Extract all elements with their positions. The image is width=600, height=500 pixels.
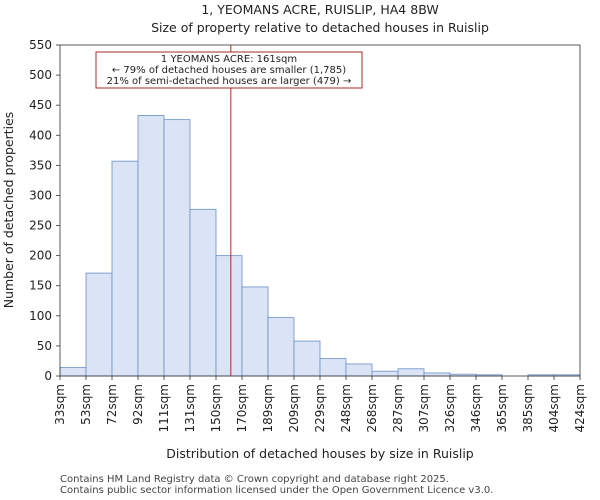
footer-line-1: Contains HM Land Registry data © Crown c…	[60, 474, 449, 485]
histogram-bar	[137, 115, 165, 377]
x-tick-label: 365sqm	[495, 384, 509, 432]
x-tick-label: 229sqm	[313, 384, 327, 432]
x-tick-label: 92sqm	[131, 384, 145, 425]
y-tick-label: 50	[37, 339, 52, 353]
chart-subtitle: Size of property relative to detached ho…	[151, 20, 489, 35]
y-tick-label: 100	[29, 309, 52, 323]
x-tick-label: 287sqm	[391, 384, 405, 432]
histogram-bar	[371, 370, 399, 377]
y-tick-label: 400	[29, 128, 52, 142]
x-tick-label: 326sqm	[443, 384, 457, 432]
x-tick-label: 307sqm	[417, 384, 431, 432]
histogram-bar	[293, 340, 321, 377]
x-tick-label: 33sqm	[53, 384, 67, 425]
x-tick-label: 53sqm	[79, 384, 93, 425]
x-tick-label: 170sqm	[235, 384, 249, 432]
y-tick-label: 150	[29, 279, 52, 293]
x-tick-label: 404sqm	[547, 384, 561, 432]
y-axis-label: Number of detached properties	[1, 112, 16, 309]
x-tick-label: 150sqm	[209, 384, 223, 432]
histogram-bar	[85, 272, 113, 377]
plot-frame	[59, 44, 581, 377]
footer-line-2: Contains public sector information licen…	[60, 485, 494, 496]
y-axis-ticks: 0 50 100 150 200 250 300 350 400 450 500 550	[29, 38, 60, 383]
histogram-bar	[423, 372, 451, 377]
histogram-bar	[111, 160, 139, 377]
y-tick-label: 200	[29, 249, 52, 263]
histogram-bar	[241, 286, 269, 377]
x-tick-label: 189sqm	[261, 384, 275, 432]
annotation-line-2: ← 79% of detached houses are smaller (1,…	[112, 65, 346, 76]
histogram-bar	[397, 368, 425, 377]
y-tick-label: 0	[44, 369, 52, 383]
histogram-bar	[59, 367, 87, 377]
histogram-bar	[189, 208, 217, 377]
x-tick-label: 248sqm	[339, 384, 353, 432]
y-tick-label: 300	[29, 188, 52, 202]
x-tick-label: 424sqm	[573, 384, 587, 432]
annotation-line-1: 1 YEOMANS ACRE: 161sqm	[161, 54, 297, 65]
x-tick-label: 268sqm	[365, 384, 379, 432]
histogram-bar	[319, 358, 347, 377]
y-tick-label: 450	[29, 98, 52, 112]
y-tick-label: 550	[29, 38, 52, 52]
x-tick-label: 385sqm	[521, 384, 535, 432]
x-tick-label: 72sqm	[105, 384, 119, 425]
annotation-line-3: 21% of semi-detached houses are larger (…	[107, 76, 352, 87]
x-tick-label: 209sqm	[287, 384, 301, 432]
bar-series	[59, 115, 581, 377]
histogram-bar	[163, 119, 191, 377]
x-axis-ticks: 33sqm 53sqm 72sqm 92sqm 111sqm 131sqm 150sqm 17…	[53, 376, 587, 432]
y-tick-label: 350	[29, 158, 52, 172]
y-tick-label: 500	[29, 68, 52, 82]
histogram-bar	[345, 363, 373, 377]
x-tick-label: 131sqm	[183, 384, 197, 432]
histogram-bar	[215, 255, 243, 377]
histogram-bar	[267, 317, 295, 377]
x-tick-label: 346sqm	[469, 384, 483, 432]
x-axis-label: Distribution of detached houses by size …	[166, 446, 474, 461]
annotation-box: 1 YEOMANS ACRE: 161sqm ← 79% of detached…	[95, 51, 363, 89]
x-tick-label: 111sqm	[157, 384, 171, 432]
y-tick-label: 250	[29, 219, 52, 233]
chart-title: 1, YEOMANS ACRE, RUISLIP, HA4 8BW	[201, 2, 438, 17]
